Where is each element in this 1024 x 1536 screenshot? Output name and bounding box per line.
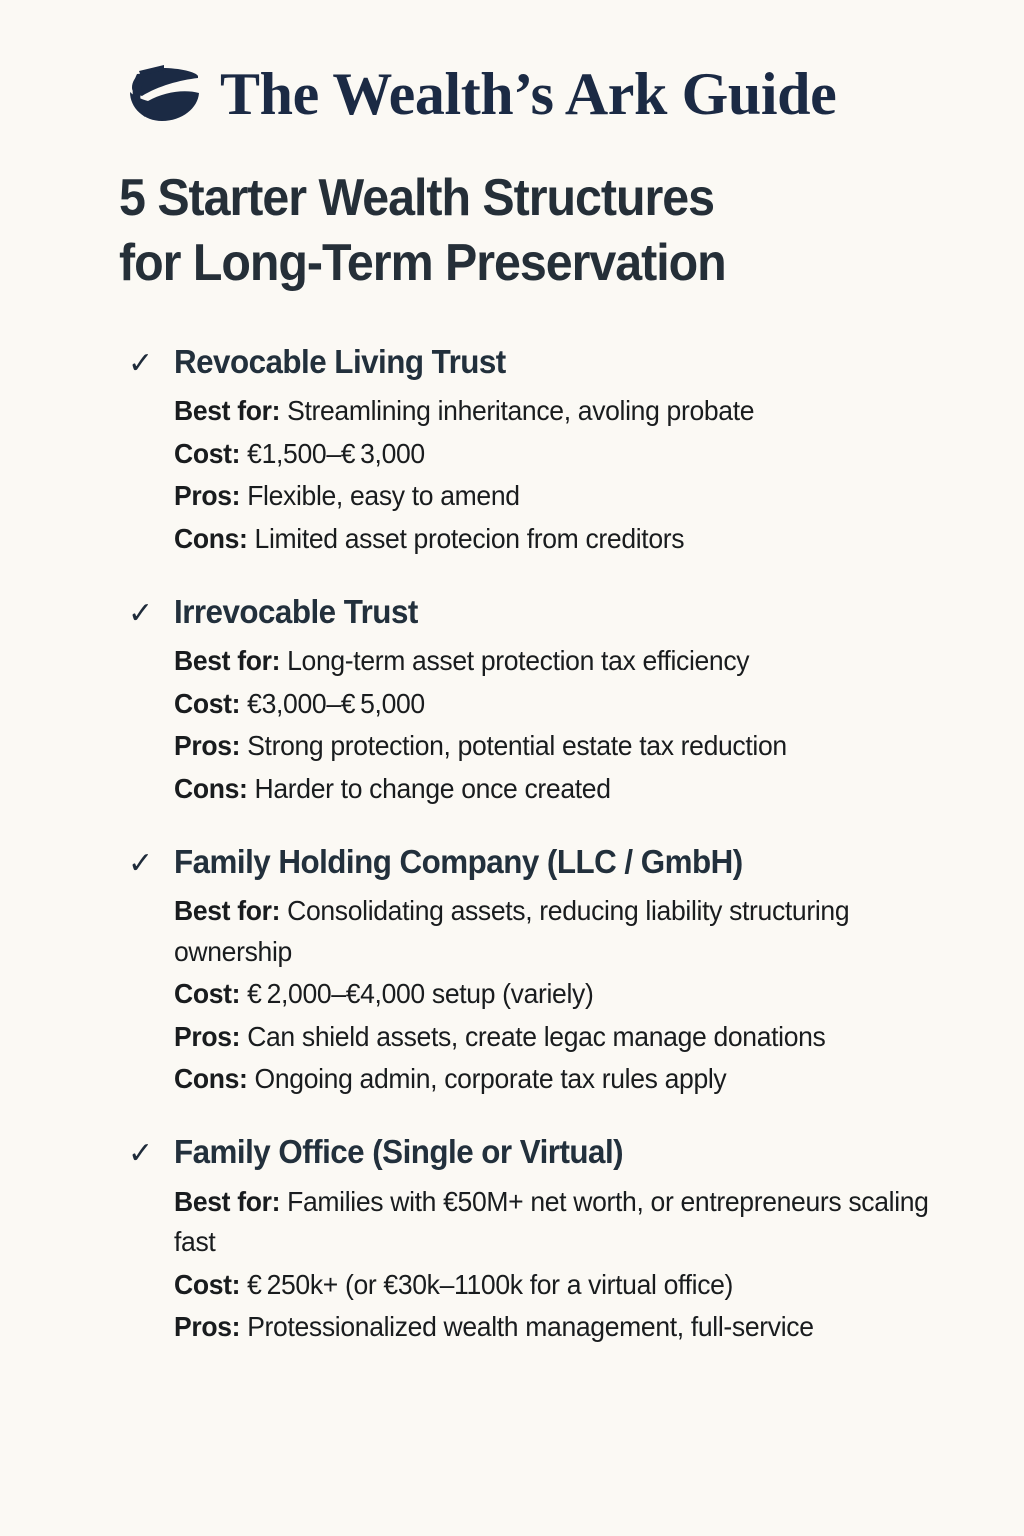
page-title-line-2: for Long-Term Preservation xyxy=(119,234,727,292)
detail-value: Harder to change once created xyxy=(254,772,611,804)
detail-value: Flexible, easy to amend xyxy=(247,480,520,512)
detail-row: Best for: Families with €50M+ net worth,… xyxy=(174,1182,965,1263)
structure-details: Best for: Long-term asset protection tax… xyxy=(128,641,994,809)
page-title: 5 Starter Wealth Structures for Long-Ter… xyxy=(0,166,952,296)
detail-value: Streamlining inheritance, avoling probat… xyxy=(287,395,755,427)
structure-item: ✓ Irrevocable Trust Best for: Long-term … xyxy=(128,592,994,809)
detail-label: Cost: xyxy=(174,978,241,1010)
structure-details: Best for: Families with €50M+ net worth,… xyxy=(128,1182,994,1348)
detail-row: Cost: € 2,000–€4,000 setup (variely) xyxy=(174,974,965,1014)
structure-header: ✓ Family Office (Single or Virtual) xyxy=(128,1133,994,1172)
detail-label: Cost: xyxy=(174,687,241,719)
detail-label: Pros: xyxy=(174,480,241,512)
detail-label: Best for: xyxy=(174,895,281,927)
detail-value: Can shield assets, create legac manage d… xyxy=(247,1020,826,1052)
page-title-line-1: 5 Starter Wealth Structures xyxy=(119,169,715,227)
structure-item: ✓ Family Office (Single or Virtual) Best… xyxy=(128,1134,994,1347)
check-icon: ✓ xyxy=(128,845,154,881)
structure-header: ✓ Revocable Living Trust xyxy=(128,343,994,381)
detail-value: € 2,000–€4,000 setup (variely) xyxy=(247,978,594,1010)
detail-value: Protessionalized wealth management, full… xyxy=(247,1310,814,1342)
detail-label: Pros: xyxy=(174,1310,241,1342)
structure-title: Irrevocable Trust xyxy=(174,592,418,630)
detail-value: €1,500–€ 3,000 xyxy=(247,437,425,469)
detail-row: Cost: €3,000–€ 5,000 xyxy=(174,684,965,724)
detail-row: Best for: Consolidating assets, reducing… xyxy=(174,891,965,972)
structure-header: ✓ Family Holding Company (LLC / GmbH) xyxy=(128,842,994,881)
detail-value: Ongoing admin, corporate tax rules apply xyxy=(254,1062,727,1094)
brand-name: The Wealth’s Ark Guide xyxy=(220,61,837,127)
detail-label: Cons: xyxy=(174,772,248,804)
detail-label: Cost: xyxy=(174,437,241,469)
detail-value: Consolidating assets, reducing liability… xyxy=(174,895,850,967)
detail-row: Cost: € 250k+ (or €30k–1100k for a virtu… xyxy=(174,1265,965,1305)
structure-item: ✓ Revocable Living Trust Best for: Strea… xyxy=(128,343,994,559)
detail-row: Cons: Ongoing admin, corporate tax rules… xyxy=(174,1059,965,1099)
detail-label: Pros: xyxy=(174,1020,241,1052)
structure-header: ✓ Irrevocable Trust xyxy=(128,592,994,631)
detail-value: Strong protection, potential estate tax … xyxy=(247,730,787,762)
structure-title: Family Holding Company (LLC / GmbH) xyxy=(174,842,743,880)
ark-boat-icon xyxy=(130,65,199,121)
check-icon: ✓ xyxy=(128,346,154,381)
detail-label: Pros: xyxy=(174,730,241,762)
detail-value: € 250k+ (or €30k–1100k for a virtual off… xyxy=(247,1268,734,1300)
detail-row: Cost: €1,500–€ 3,000 xyxy=(174,434,965,474)
detail-row: Best for: Long-term asset protection tax… xyxy=(174,641,965,681)
detail-row: Cons: Limited asset protecion from credi… xyxy=(174,519,965,559)
detail-label: Best for: xyxy=(174,395,281,427)
detail-row: Best for: Streamlining inheritance, avol… xyxy=(174,391,965,431)
check-icon: ✓ xyxy=(128,595,154,631)
structure-item: ✓ Family Holding Company (LLC / GmbH) Be… xyxy=(128,842,994,1099)
structure-details: Best for: Consolidating assets, reducing… xyxy=(128,891,994,1099)
detail-row: Pros: Protessionalized wealth management… xyxy=(174,1307,965,1347)
detail-row: Pros: Can shield assets, create legac ma… xyxy=(174,1017,965,1057)
detail-row: Pros: Strong protection, potential estat… xyxy=(174,726,965,766)
detail-value: Families with €50M+ net worth, or entrep… xyxy=(174,1185,929,1258)
detail-value: €3,000–€ 5,000 xyxy=(247,687,425,719)
detail-label: Cons: xyxy=(174,522,248,554)
detail-label: Cons: xyxy=(174,1062,248,1094)
detail-value: Limited asset protecion from creditors xyxy=(254,522,685,554)
structure-details: Best for: Streamlining inheritance, avol… xyxy=(128,391,994,559)
detail-label: Best for: xyxy=(174,645,281,677)
check-icon: ✓ xyxy=(128,1136,154,1172)
brand-header: The Wealth’s Ark Guide xyxy=(0,0,1024,124)
detail-value: Long-term asset protection tax efficienc… xyxy=(287,645,750,677)
detail-row: Cons: Harder to change once created xyxy=(174,769,965,809)
detail-label: Cost: xyxy=(174,1268,241,1300)
structures-list: ✓ Revocable Living Trust Best for: Strea… xyxy=(0,343,1024,1347)
detail-row: Pros: Flexible, easy to amend xyxy=(174,476,965,516)
structure-title: Revocable Living Trust xyxy=(174,343,506,380)
structure-title: Family Office (Single or Virtual) xyxy=(174,1133,624,1171)
detail-label: Best for: xyxy=(174,1185,281,1217)
